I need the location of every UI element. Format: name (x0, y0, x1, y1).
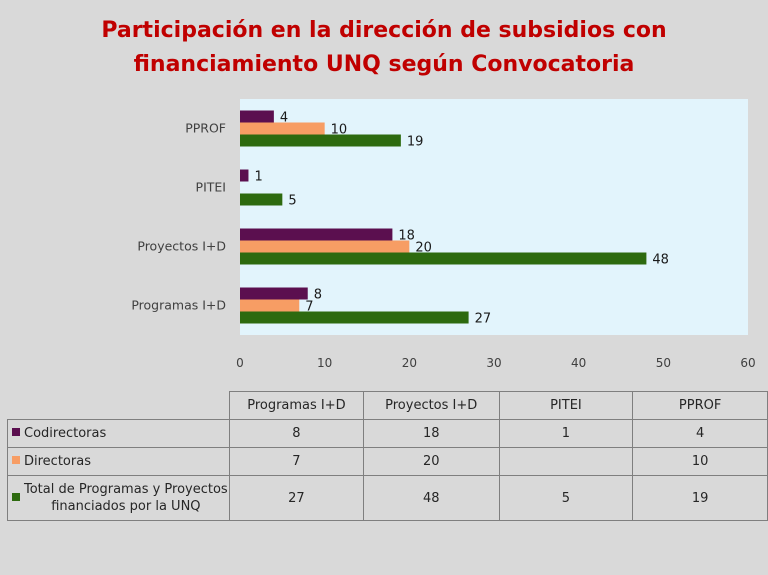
data-label: 5 (288, 194, 296, 209)
legend-swatch-total (12, 492, 20, 501)
data-label: 20 (415, 241, 432, 256)
table-cell: 7 (229, 447, 364, 476)
bar (240, 122, 325, 135)
data-label: 19 (407, 135, 424, 150)
data-label: 4 (280, 111, 288, 126)
table-cell: 20 (362, 447, 500, 476)
table-cell: 4 (632, 419, 768, 448)
table-row: Directoras 7 20 10 (6, 447, 768, 476)
x-tick-label: 60 (740, 356, 755, 370)
bar (240, 228, 393, 241)
data-label: 1 (254, 170, 262, 185)
x-tick-label: 30 (486, 356, 501, 370)
x-tick-label: 50 (656, 356, 671, 370)
table-row-header: Total de Programas y Proyectos financiado… (6, 475, 231, 521)
table-header-cell: Proyectos I+D (362, 391, 500, 420)
category-label: PPROF (185, 121, 226, 136)
data-label: 8 (314, 288, 322, 303)
table-row: Total de Programas y Proyectos financiado… (6, 475, 768, 521)
table-cell: 5 (498, 475, 634, 521)
legend-label-line-1: Total de Programas y Proyectos (24, 482, 228, 497)
bar (240, 193, 283, 206)
legend-label: Directoras (24, 454, 91, 469)
table-header-row: Programas I+D Proyectos I+D PITEI PPROF (7, 391, 768, 420)
table-row-header: Codirectoras (6, 419, 231, 448)
bar (240, 110, 274, 123)
category-label: Proyectos I+D (137, 239, 226, 254)
table-row: Codirectoras 8 18 1 4 (6, 419, 768, 448)
data-table: Programas I+D Proyectos I+D PITEI PPROF … (6, 391, 768, 521)
x-tick-label: 10 (317, 356, 332, 370)
table-cell: 10 (632, 447, 768, 476)
table-cell: 1 (498, 419, 634, 448)
bar (240, 287, 308, 300)
bar (240, 134, 401, 147)
table-cell: 48 (362, 475, 500, 521)
table-row-header: Directoras (6, 447, 231, 476)
chart-title-line-1: Participación en la dirección de subsidi… (101, 18, 667, 43)
data-label: 10 (331, 123, 348, 138)
table-cell: 27 (229, 475, 364, 521)
chart-title: Participación en la dirección de subsidi… (0, 14, 768, 82)
table-cell (498, 447, 634, 476)
bar (240, 252, 647, 265)
chart-title-line-2: financiamiento UNQ según Convocatoria (133, 52, 635, 77)
table-corner (7, 391, 231, 420)
data-label: 48 (652, 253, 669, 268)
table-cell: 8 (229, 419, 364, 448)
bar (240, 240, 410, 253)
table-header-cell: Programas I+D (229, 391, 364, 420)
bar (240, 169, 249, 182)
table-header-cell: PPROF (632, 391, 768, 420)
legend-swatch-codirectoras (12, 428, 20, 436)
table-cell: 19 (632, 475, 768, 521)
legend-label: Codirectoras (24, 426, 107, 441)
x-tick-label: 40 (571, 356, 586, 370)
table-header-cell: PITEI (498, 391, 634, 420)
legend-label-line-2: financiados por la UNQ (51, 499, 201, 514)
data-label: 18 (398, 229, 415, 244)
x-tick-label: 0 (236, 356, 244, 370)
data-label: 27 (475, 312, 492, 327)
data-label: 7 (305, 300, 313, 315)
x-tick-label: 20 (402, 356, 417, 370)
table-cell: 18 (362, 419, 500, 448)
bar (240, 311, 469, 324)
legend-label-total: Total de Programas y Proyectos financiado… (24, 481, 228, 515)
legend-swatch-directoras (12, 456, 20, 464)
category-label: PITEI (196, 180, 226, 195)
category-label: Programas I+D (131, 298, 226, 313)
bar (240, 299, 300, 312)
